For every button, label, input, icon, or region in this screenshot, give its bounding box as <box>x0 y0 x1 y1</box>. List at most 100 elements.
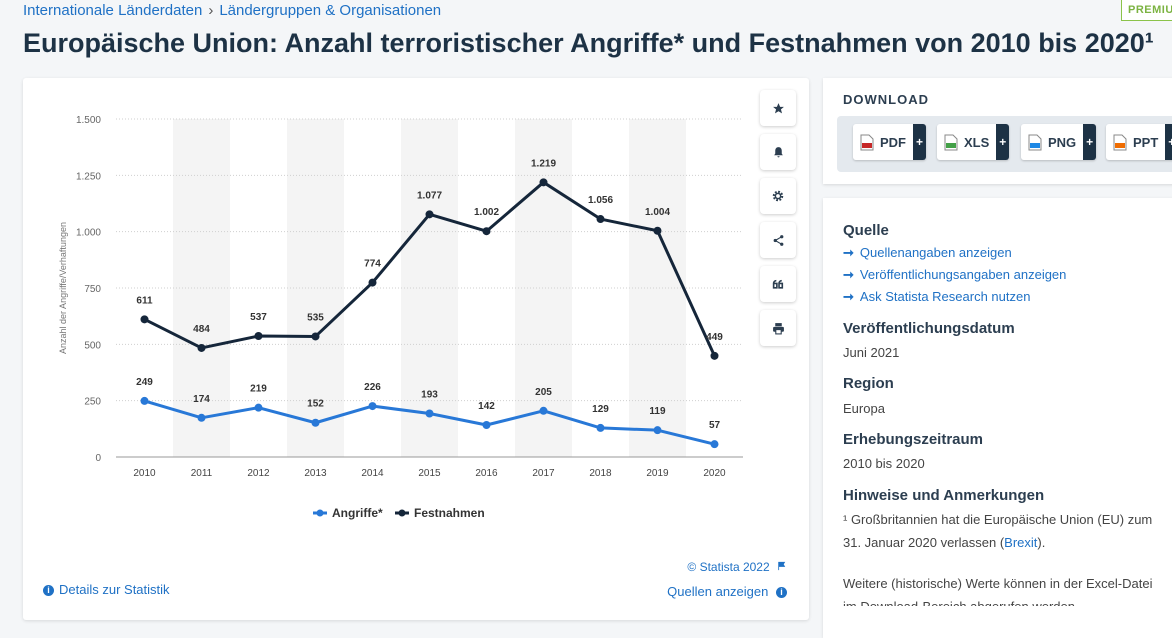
download-ppt-label: PPT <box>1133 134 1159 150</box>
y-tick-label: 1.500 <box>76 115 101 126</box>
breadcrumb-link-countries[interactable]: Internationale Länderdaten <box>23 2 203 19</box>
publication-details-link[interactable]: ➞ Veröffentlichungsangaben anzeigen <box>843 267 1066 283</box>
data-point <box>254 331 263 340</box>
share-button[interactable] <box>760 222 796 258</box>
download-ppt-button[interactable]: PPT + <box>1106 124 1172 160</box>
download-xls-label: XLS <box>964 134 990 150</box>
data-label: 142 <box>478 401 495 412</box>
page-title: Europäische Union: Anzahl terroristische… <box>23 28 1154 58</box>
plus-icon: + <box>913 124 926 160</box>
publication-date-value: Juni 2021 <box>843 345 900 360</box>
data-label: 1.004 <box>645 207 670 218</box>
source-heading: Quelle <box>843 222 889 239</box>
data-point <box>710 440 719 449</box>
data-point <box>197 413 206 422</box>
notification-button[interactable] <box>760 134 796 170</box>
source-details-link[interactable]: ➞ Quellenangaben anzeigen <box>843 245 1012 261</box>
legend-label: Festnahmen <box>414 506 485 520</box>
data-label: 1.077 <box>417 190 442 201</box>
legend-marker <box>316 509 324 517</box>
plus-icon: + <box>996 124 1010 160</box>
statistic-details-link[interactable]: i Details zur Statistik <box>43 582 170 597</box>
data-label: 484 <box>193 324 210 335</box>
statistic-details-label: Details zur Statistik <box>59 582 170 597</box>
data-point <box>425 409 434 418</box>
data-label: 611 <box>136 295 153 306</box>
x-tick-label: 2013 <box>304 468 327 479</box>
data-point <box>539 178 548 187</box>
data-point <box>197 343 206 352</box>
publication-details-label: Veröffentlichungsangaben anzeigen <box>859 267 1067 282</box>
x-tick-label: 2017 <box>532 468 555 479</box>
info-icon: i <box>43 585 54 596</box>
gear-icon <box>772 190 784 202</box>
line-chart: 0 250 500 750 1.000 1.250 1.500 2010 2011 2012 201… <box>58 115 743 520</box>
premium-badge: PREMIUM <box>1121 0 1172 21</box>
data-label: 129 <box>592 404 609 415</box>
arrow-right-icon: ➞ <box>843 289 854 304</box>
brexit-link[interactable]: Brexit <box>1004 535 1038 550</box>
data-label: 57 <box>709 420 721 431</box>
print-button[interactable] <box>760 310 796 346</box>
data-point <box>140 315 149 324</box>
bell-icon <box>773 146 783 157</box>
data-label: 249 <box>136 377 153 388</box>
y-tick-label: 1.250 <box>76 171 101 182</box>
data-label: 205 <box>535 387 552 398</box>
chart-card: 0 250 500 750 1.000 1.250 1.500 2010 2011 2012 201… <box>23 78 809 620</box>
survey-period-heading: Erhebungszeitraum <box>843 431 984 448</box>
data-label: 774 <box>364 259 381 270</box>
y-tick-label: 750 <box>84 284 101 295</box>
source-details-label: Quellenangaben anzeigen <box>859 245 1012 260</box>
download-pdf-button[interactable]: PDF + <box>853 124 926 160</box>
breadcrumb-separator: › <box>208 2 214 19</box>
copyright-link[interactable]: © Statista 2022 <box>687 560 787 574</box>
print-icon <box>772 322 784 334</box>
y-axis-label: Anzahl der Angriffe/Verhaftungen <box>58 222 68 354</box>
publication-date-heading: Veröffentlichungsdatum <box>843 320 1015 337</box>
plus-icon: + <box>1083 124 1097 160</box>
xls-file-icon <box>944 134 958 151</box>
download-png-button[interactable]: PNG + <box>1021 124 1097 160</box>
ppt-file-icon <box>1113 134 1127 151</box>
favorite-button[interactable] <box>760 90 796 126</box>
arrow-right-icon: ➞ <box>843 267 854 282</box>
download-panel: DOWNLOAD PDF + XLS + PNG + PPT + <box>823 78 1172 184</box>
survey-period-value: 2010 bis 2020 <box>843 456 925 471</box>
data-point <box>482 227 491 236</box>
arrow-right-icon: ➞ <box>843 245 854 260</box>
show-sources-link[interactable]: Quellen anzeigen i <box>667 584 787 599</box>
y-tick-label: 0 <box>95 453 101 464</box>
cite-button[interactable] <box>760 266 796 302</box>
data-point <box>368 402 377 411</box>
data-label: 535 <box>307 312 324 323</box>
y-tick-label: 500 <box>84 340 101 351</box>
x-tick-label: 2015 <box>418 468 441 479</box>
data-label: 174 <box>193 394 210 405</box>
settings-button[interactable] <box>760 178 796 214</box>
x-tick-label: 2016 <box>475 468 498 479</box>
data-label: 1.002 <box>474 207 499 218</box>
data-point <box>653 426 662 435</box>
quote-icon <box>772 279 783 289</box>
ask-research-link[interactable]: ➞ Ask Statista Research nutzen <box>843 289 1030 305</box>
download-xls-button[interactable]: XLS + <box>937 124 1010 160</box>
info-panel: Quelle ➞ Quellenangaben anzeigen ➞ Veröffe… <box>823 198 1172 638</box>
data-point <box>254 403 263 412</box>
data-label: 1.219 <box>531 158 556 169</box>
region-heading: Region <box>843 375 894 392</box>
breadcrumb-link-groups[interactable]: Ländergruppen & Organisationen <box>219 2 442 19</box>
data-point <box>368 278 377 287</box>
data-point <box>425 210 434 219</box>
region-value: Europa <box>843 401 885 416</box>
x-tick-label: 2010 <box>133 468 156 479</box>
share-icon <box>773 234 783 246</box>
data-point <box>710 351 719 360</box>
data-label: 226 <box>364 382 381 393</box>
x-tick-label: 2011 <box>191 468 213 479</box>
notes-text-start: ¹ Großbritannien hat die Europäische Uni… <box>843 512 1153 550</box>
data-point <box>596 423 605 432</box>
download-pdf-label: PDF <box>880 134 906 150</box>
data-point <box>482 421 491 430</box>
data-point <box>539 406 548 415</box>
